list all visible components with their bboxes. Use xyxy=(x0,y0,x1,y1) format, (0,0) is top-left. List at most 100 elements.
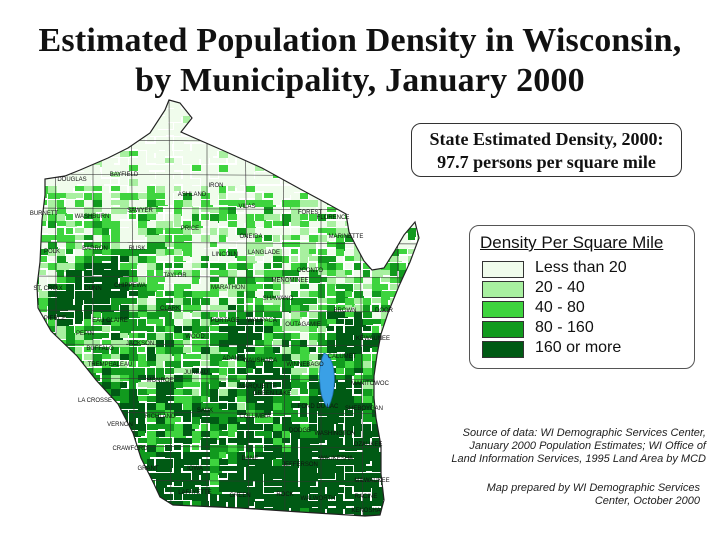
municipality-cell xyxy=(210,445,220,454)
municipality-cell xyxy=(264,214,276,220)
municipality-cell xyxy=(66,354,74,363)
municipality-cell xyxy=(345,305,352,310)
municipality-cell xyxy=(318,228,329,233)
municipality-cell xyxy=(282,396,292,405)
municipality-cell xyxy=(192,319,200,328)
municipality-cell xyxy=(390,515,399,516)
municipality-cell xyxy=(75,256,86,263)
municipality-cell xyxy=(192,158,199,167)
municipality-cell xyxy=(84,221,96,228)
municipality-cell xyxy=(354,487,365,492)
municipality-cell xyxy=(363,361,371,369)
municipality-cell xyxy=(57,228,64,237)
municipality-cell xyxy=(147,228,159,235)
municipality-cell xyxy=(264,249,276,258)
municipality-cell xyxy=(102,102,110,110)
municipality-cell xyxy=(165,228,177,234)
municipality-cell xyxy=(318,319,329,328)
municipality-cell xyxy=(363,501,372,510)
municipality-cell xyxy=(192,277,199,284)
municipality-cell xyxy=(210,326,219,331)
municipality-cell xyxy=(210,130,219,135)
county-label: VERNON xyxy=(107,422,133,428)
municipality-cell xyxy=(93,326,105,331)
municipality-cell xyxy=(111,389,122,397)
municipality-cell xyxy=(30,186,37,195)
municipality-cell xyxy=(282,368,293,374)
municipality-cell xyxy=(417,403,419,412)
municipality-cell xyxy=(417,368,419,376)
municipality-cell xyxy=(228,137,235,144)
municipality-cell xyxy=(363,508,373,516)
municipality-cell xyxy=(75,193,83,198)
municipality-cell xyxy=(228,333,237,340)
municipality-cell xyxy=(273,368,280,377)
municipality-cell xyxy=(210,137,218,143)
municipality-cell xyxy=(174,480,182,486)
municipality-cell xyxy=(129,200,140,208)
municipality-cell xyxy=(192,221,203,228)
municipality-cell xyxy=(210,431,219,440)
municipality-cell xyxy=(255,221,265,227)
municipality-cell xyxy=(300,319,307,326)
municipality-cell xyxy=(390,508,402,513)
municipality-cell xyxy=(84,193,92,201)
municipality-cell xyxy=(129,361,136,367)
municipality-cell xyxy=(156,172,166,181)
municipality-cell xyxy=(273,165,285,173)
municipality-cell xyxy=(354,130,364,135)
municipality-cell xyxy=(219,466,231,471)
municipality-cell xyxy=(111,305,119,311)
municipality-cell xyxy=(66,403,75,408)
municipality-cell xyxy=(408,347,419,353)
municipality-cell xyxy=(327,487,338,496)
municipality-cell xyxy=(93,480,100,489)
municipality-cell xyxy=(336,102,345,107)
municipality-cell xyxy=(318,508,325,516)
municipality-cell xyxy=(300,242,312,249)
municipality-cell xyxy=(282,508,289,516)
municipality-cell xyxy=(318,459,330,468)
municipality-cell xyxy=(84,354,94,360)
municipality-cell xyxy=(399,151,406,157)
municipality-cell xyxy=(192,473,199,481)
municipality-cell xyxy=(66,508,75,513)
municipality-cell xyxy=(66,165,78,170)
municipality-cell xyxy=(381,151,391,160)
municipality-cell xyxy=(156,508,167,514)
municipality-cell xyxy=(237,382,245,388)
municipality-cell xyxy=(282,144,292,149)
municipality-cell xyxy=(228,340,237,345)
municipality-cell xyxy=(390,165,399,174)
municipality-cell xyxy=(219,438,226,445)
municipality-cell xyxy=(264,151,276,160)
municipality-cell xyxy=(390,459,399,464)
municipality-cell xyxy=(165,459,173,468)
municipality-cell xyxy=(183,333,190,340)
municipality-cell xyxy=(102,445,113,454)
municipality-cell xyxy=(30,473,37,480)
municipality-cell xyxy=(102,319,112,325)
municipality-cell xyxy=(372,123,382,132)
municipality-cell xyxy=(381,424,390,430)
municipality-cell xyxy=(408,333,418,339)
municipality-cell xyxy=(273,361,283,367)
municipality-cell xyxy=(75,417,86,425)
municipality-cell xyxy=(201,270,210,275)
municipality-cell xyxy=(66,424,77,433)
municipality-cell xyxy=(246,109,254,118)
municipality-cell xyxy=(291,172,302,179)
municipality-cell xyxy=(399,179,408,185)
municipality-cell xyxy=(156,480,167,488)
municipality-cell xyxy=(255,109,265,115)
municipality-cell xyxy=(354,312,362,321)
municipality-cell xyxy=(336,165,346,171)
municipality-cell xyxy=(138,179,150,187)
municipality-cell xyxy=(48,480,59,488)
municipality-cell xyxy=(363,445,373,453)
municipality-cell xyxy=(363,305,370,313)
municipality-cell xyxy=(138,298,147,306)
municipality-cell xyxy=(408,179,416,186)
municipality-cell xyxy=(120,319,132,327)
municipality-cell xyxy=(291,410,298,418)
